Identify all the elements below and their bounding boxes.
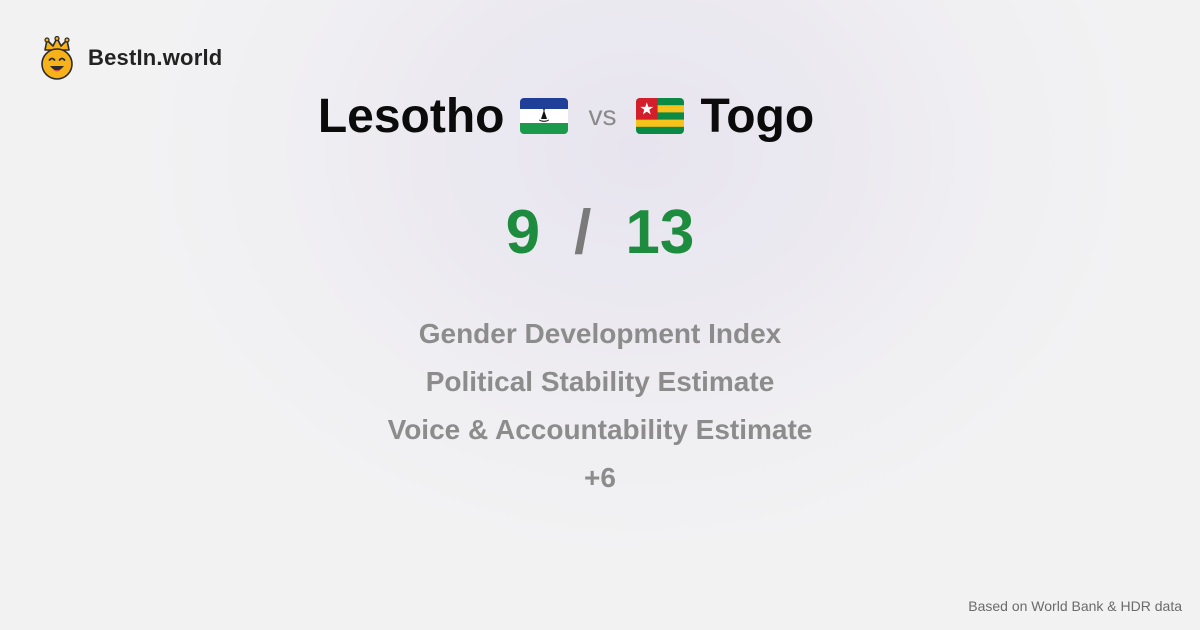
vs-label: vs bbox=[588, 100, 617, 131]
metric-list: Gender Development Index Political Stabi… bbox=[0, 310, 1200, 502]
metric-item: Gender Development Index bbox=[418, 318, 782, 349]
metric-item: Political Stability Estimate bbox=[425, 366, 775, 397]
score-separator: / bbox=[574, 197, 592, 267]
data-source-note: Based on World Bank & HDR data bbox=[968, 598, 1182, 614]
more-metrics-count: +6 bbox=[584, 462, 616, 493]
lesotho-flag-icon bbox=[520, 98, 569, 134]
togo-flag-icon bbox=[636, 98, 685, 134]
brand[interactable]: BestIn.world bbox=[38, 36, 222, 80]
left-score: 9 bbox=[505, 197, 541, 267]
smiling-face-crown-icon bbox=[41, 36, 73, 80]
right-score: 13 bbox=[625, 197, 695, 267]
brand-name: BestIn.world bbox=[88, 45, 223, 70]
score-display: 9 / 13 bbox=[0, 192, 1200, 272]
right-country-name: Togo bbox=[700, 89, 815, 143]
left-country-name: Lesotho bbox=[317, 89, 505, 143]
metric-item: Voice & Accountability Estimate bbox=[387, 414, 813, 445]
comparison-title: Lesotho vs Togo bbox=[0, 84, 1132, 148]
